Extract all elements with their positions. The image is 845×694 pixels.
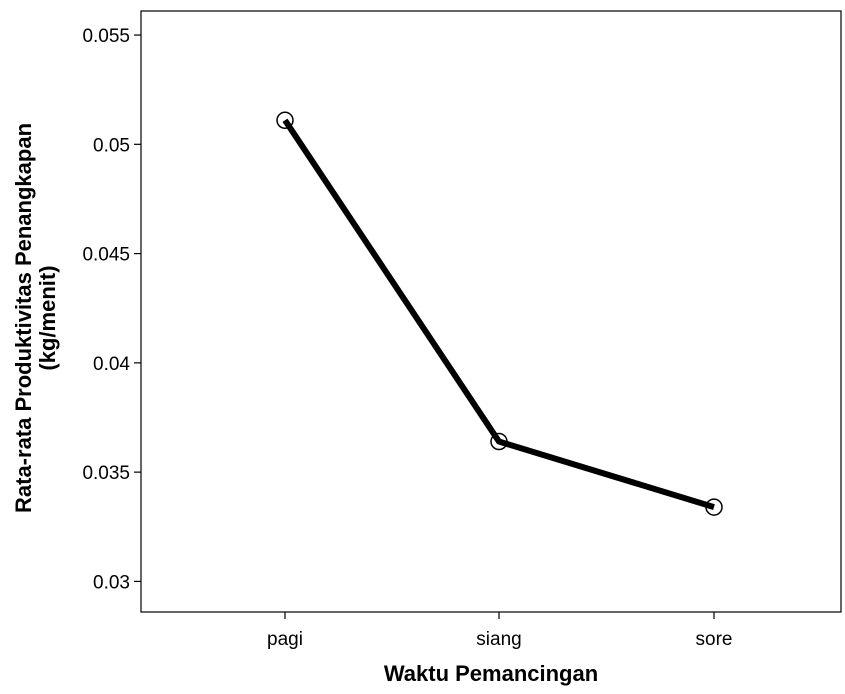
y-tick-label: 0.04 xyxy=(93,354,130,375)
data-point xyxy=(276,111,294,130)
y-tick-label: 0.045 xyxy=(82,245,130,266)
y-tick-label: 0.035 xyxy=(82,463,130,484)
x-tick-label: siang xyxy=(476,629,521,650)
x-tick-label: sore xyxy=(696,629,733,650)
y-axis-title-line-1: Rata-rata Produktivitas Penangkapan xyxy=(11,123,36,513)
x-axis: pagi siang sore xyxy=(267,612,732,650)
series-layer xyxy=(276,111,723,516)
y-axis: 0.03 0.035 0.04 0.045 0.05 0.055 xyxy=(82,26,141,593)
x-tick-label: pagi xyxy=(267,629,303,650)
series-line xyxy=(282,118,715,510)
data-point xyxy=(490,432,508,451)
plot-frame xyxy=(140,10,842,613)
y-tick-label: 0.03 xyxy=(93,572,130,593)
y-tick-label: 0.05 xyxy=(93,135,130,156)
x-axis-title: Waktu Pemancingan xyxy=(384,661,598,686)
data-point xyxy=(705,498,723,516)
y-axis-title-line-2: (kg/menit) xyxy=(35,265,60,370)
y-tick-label: 0.055 xyxy=(82,26,130,47)
